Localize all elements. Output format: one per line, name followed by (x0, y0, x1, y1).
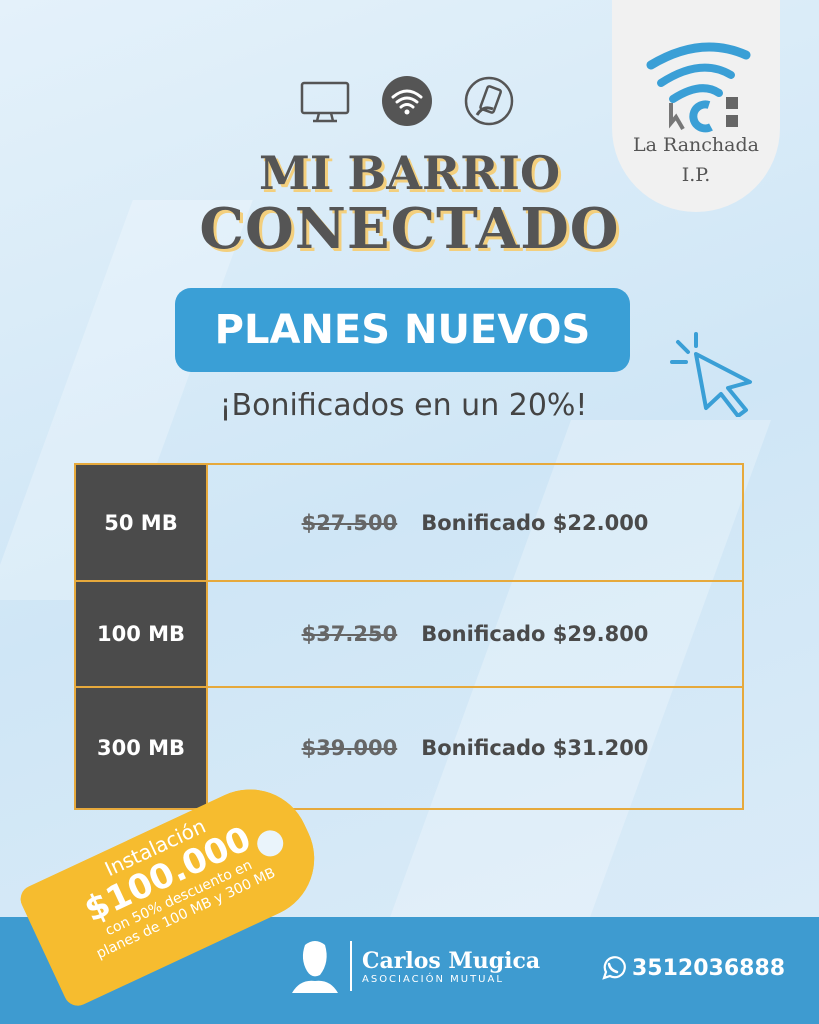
cursor-click-icon (670, 332, 752, 417)
phone-number: 3512036888 (632, 955, 786, 981)
title-line1: MI BARRIO (258, 146, 561, 200)
brand-subtitle: ASOCIACIÓN MUTUAL (362, 973, 504, 985)
carlos-mugica-brand: Carlos Mugica ASOCIACIÓN MUTUAL (290, 937, 540, 995)
new-price: Bonificado $31.200 (421, 736, 649, 760)
logo-suffix: I.P. (681, 164, 711, 186)
portrait-logo-icon (292, 941, 338, 993)
new-price: Bonificado $29.800 (421, 622, 649, 646)
la-ranchada-logo: La Ranchada I.P. (612, 0, 780, 212)
old-price: $39.000 (301, 736, 398, 760)
brand-name: Carlos Mugica (362, 947, 541, 974)
new-price: Bonificado $22.000 (421, 510, 649, 535)
table-row: 50 MB $27.500 Bonificado $22.000 (74, 463, 744, 582)
wifi-logo-icon (646, 42, 751, 133)
plan-speed: 300 MB (74, 686, 208, 810)
plan-speed: 100 MB (74, 580, 208, 688)
hand-phone-icon (464, 76, 513, 126)
logo-name: La Ranchada (633, 134, 759, 156)
subtitle: ¡Bonificados en un 20%! (219, 388, 588, 423)
old-price: $37.250 (301, 622, 398, 646)
plan-speed: 50 MB (74, 463, 208, 582)
whatsapp-icon (602, 956, 626, 980)
old-price: $27.500 (301, 510, 398, 535)
plans-banner: PLANES NUEVOS (175, 288, 630, 372)
monitor-icon (300, 81, 349, 123)
whatsapp-contact[interactable]: 3512036888 (600, 955, 785, 981)
table-row: 100 MB $37.250 Bonificado $29.800 (74, 580, 744, 688)
table-row: 300 MB $39.000 Bonificado $31.200 (74, 686, 744, 810)
title-line2: CONECTADO (199, 196, 620, 262)
plans-table: 50 MB $27.500 Bonificado $22.000 100 MB $37… (74, 463, 744, 810)
wifi-icon (381, 76, 432, 126)
